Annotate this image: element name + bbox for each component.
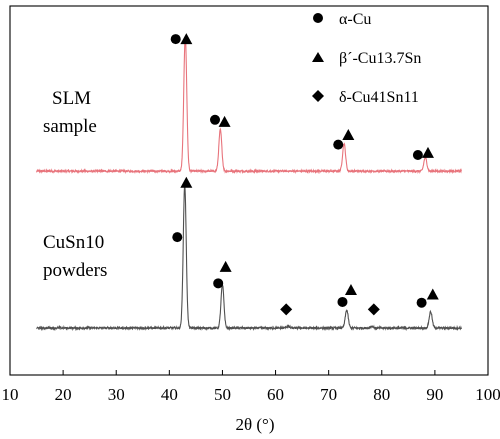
legend-label-alpha-cu: α-Cu (339, 11, 371, 28)
x-axis-ticks (9, 370, 489, 375)
legend-diamond-marker-icon (312, 90, 324, 102)
x-tick-label-30: 30 (108, 385, 125, 404)
marker-triangle-s0-1 (180, 33, 193, 45)
marker-circle-s0-2 (210, 114, 221, 125)
marker-circle-s0-6 (412, 149, 423, 160)
marker-circle-s1-5 (337, 296, 348, 307)
legend-circle-marker-icon (313, 13, 323, 23)
sample-label-powder-line2: powders (43, 260, 107, 281)
plot-frame (9, 5, 489, 376)
marker-circle-s0-4 (333, 139, 344, 150)
x-axis-tick-labels: 10 20 30 40 50 60 70 80 90 100 (2, 385, 500, 404)
legend-label-delta-cu41sn11: δ-Cu41Sn11 (339, 89, 419, 106)
x-tick-label-10: 10 (2, 385, 19, 404)
trace-series-0 (36, 36, 462, 175)
x-tick-label-90: 90 (426, 385, 443, 404)
marker-diamond-s1-4 (280, 303, 293, 316)
x-axis-title: 2θ (°) (235, 415, 274, 434)
marker-triangle-s1-1 (180, 176, 193, 188)
marker-diamond-s1-7 (367, 303, 380, 316)
marker-triangle-s0-7 (421, 146, 434, 158)
marker-circle-s1-8 (416, 297, 427, 308)
legend-label-beta-cu13-7sn: β´-Cu13.7Sn (339, 50, 421, 67)
sample-label-slm-line1: SLM (52, 88, 91, 109)
x-tick-label-80: 80 (373, 385, 390, 404)
sample-label-powder-line1: CuSn10 (43, 232, 104, 253)
x-tick-label-100: 100 (475, 385, 500, 404)
phase-markers (170, 33, 439, 316)
x-tick-label-60: 60 (267, 385, 284, 404)
marker-circle-s0-0 (170, 34, 181, 45)
x-tick-label-50: 50 (214, 385, 231, 404)
x-tick-label-20: 20 (55, 385, 72, 404)
marker-triangle-s0-5 (342, 128, 355, 140)
sample-label-slm-line2: sample (43, 116, 97, 137)
trace-series-1 (36, 185, 462, 332)
diffraction-traces (36, 36, 462, 332)
x-tick-label-70: 70 (320, 385, 337, 404)
x-tick-label-40: 40 (161, 385, 178, 404)
marker-circle-s1-0 (172, 232, 183, 243)
marker-triangle-s1-6 (344, 284, 357, 296)
marker-triangle-s1-3 (219, 260, 232, 272)
marker-triangle-s0-3 (218, 115, 231, 127)
marker-circle-s1-2 (213, 278, 224, 289)
legend: α-Cu β´-Cu13.7Sn δ-Cu41Sn11 (312, 11, 421, 106)
legend-triangle-marker-icon (312, 52, 324, 62)
marker-triangle-s1-9 (426, 288, 439, 300)
